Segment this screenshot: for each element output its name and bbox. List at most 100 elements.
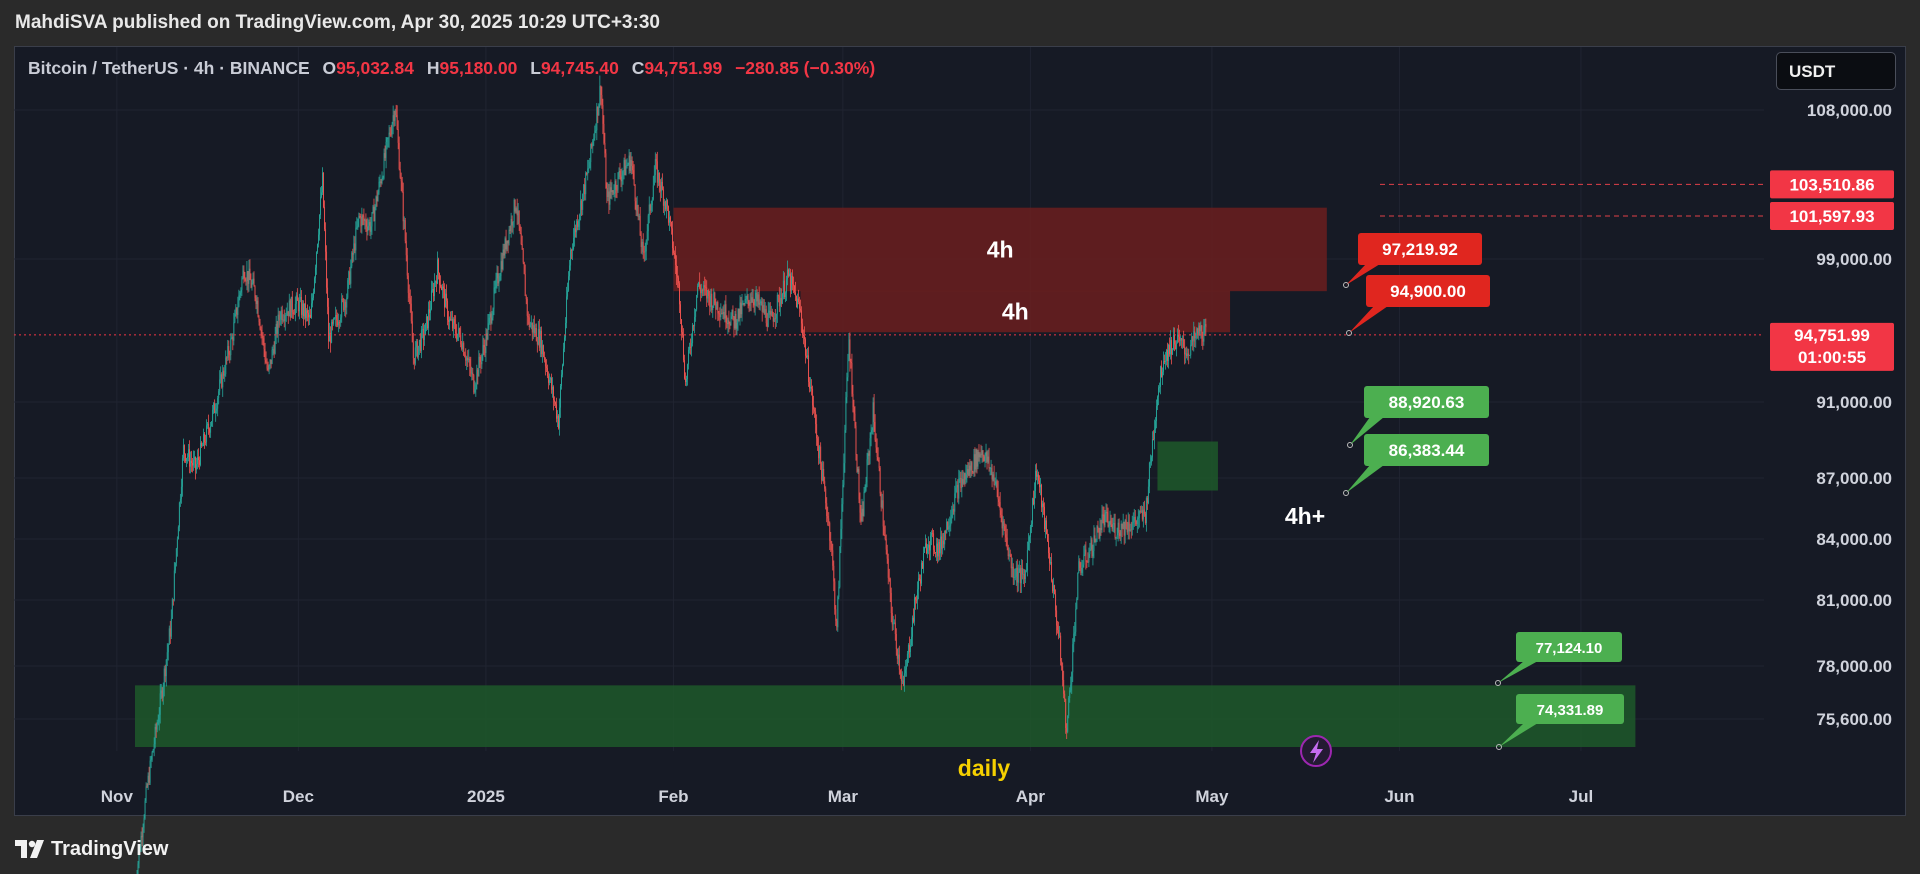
candle-body: [856, 454, 858, 472]
candle-body: [1099, 528, 1101, 539]
candle-body: [613, 193, 615, 195]
candle-body: [923, 552, 924, 569]
candle-body: [205, 442, 207, 444]
candle-body: [853, 406, 855, 414]
candle-body: [727, 320, 729, 325]
candle-body: [953, 508, 955, 512]
candle-body: [828, 518, 830, 523]
candle-body: [790, 276, 792, 291]
candle-body: [832, 550, 834, 566]
candle-body: [885, 538, 887, 550]
candle-body: [748, 300, 750, 306]
candle-body: [1006, 537, 1008, 548]
candle-body: [1068, 698, 1070, 716]
candle-body: [370, 226, 372, 232]
candle-body: [290, 296, 292, 318]
candle-body: [341, 298, 343, 318]
x-tick-label: Dec: [283, 787, 314, 806]
candle-body: [1178, 334, 1180, 337]
candle-body: [701, 289, 703, 294]
axis-tag-value: 101,597.93: [1789, 207, 1874, 226]
zone-label: 4h+: [1285, 503, 1325, 529]
candle-body: [1000, 510, 1002, 515]
candle-body: [760, 301, 762, 304]
candle-body: [730, 316, 732, 326]
candle-body: [688, 349, 690, 365]
candle-body: [271, 349, 273, 364]
candle-body: [417, 345, 419, 358]
candle-body: [779, 298, 781, 307]
candle-body: [634, 184, 636, 202]
callout-value: 97,219.92: [1382, 240, 1458, 259]
candle-body: [597, 106, 599, 116]
candle-body: [171, 599, 173, 619]
candle-body: [517, 210, 519, 216]
candle-body: [668, 217, 670, 223]
candle-body: [849, 339, 851, 363]
candle-body: [842, 484, 844, 505]
candle-body: [432, 288, 433, 291]
candle-body: [805, 339, 806, 356]
open-value: 95,032.84: [336, 58, 414, 78]
candle-body: [305, 310, 307, 318]
candle-body: [660, 181, 662, 192]
candle-body: [718, 313, 720, 315]
candle-body: [528, 317, 530, 328]
candle-body: [1053, 585, 1055, 592]
candle-body: [990, 467, 992, 469]
candle-body: [716, 302, 718, 310]
candle-body: [1197, 328, 1199, 336]
candle-body: [218, 391, 220, 399]
candle-body: [1132, 521, 1134, 524]
candle-body: [372, 206, 374, 213]
candle-body: [1077, 572, 1079, 599]
candle-body: [693, 325, 695, 327]
candle-body: [1111, 524, 1113, 529]
candle-body: [1036, 470, 1037, 477]
candle-body: [977, 451, 979, 467]
candle-body: [1120, 523, 1122, 536]
candle-body: [265, 359, 267, 363]
candle-body: [1039, 480, 1040, 488]
candle-body: [1105, 512, 1107, 514]
candle-body: [769, 310, 771, 315]
candle-body: [557, 415, 558, 419]
candle-body: [176, 539, 178, 549]
candle-body: [575, 228, 577, 233]
candle-body: [741, 303, 743, 315]
candle-body: [156, 724, 158, 730]
candle-body: [473, 375, 475, 393]
candle-body: [1050, 562, 1052, 564]
candle-body: [279, 319, 281, 321]
candle-body: [196, 464, 197, 470]
candle-body: [486, 333, 488, 340]
candle-body: [1106, 512, 1108, 513]
candle-body: [543, 356, 545, 360]
candle-body: [191, 460, 192, 463]
candle-body: [607, 191, 609, 197]
candle-body: [421, 328, 423, 330]
candle-body: [947, 521, 949, 530]
candle-body: [755, 292, 757, 299]
candle-body: [298, 299, 300, 312]
candle-body: [808, 355, 810, 382]
candle-body: [615, 181, 617, 190]
candle-body: [875, 439, 877, 448]
candle-body: [818, 445, 820, 459]
candle-body: [446, 293, 448, 301]
candle-body: [484, 347, 486, 353]
candle-body: [519, 226, 521, 234]
candle-body: [211, 421, 213, 427]
candle-body: [266, 362, 268, 369]
candle-body: [945, 531, 947, 534]
candle-body: [241, 278, 243, 290]
candle-body: [515, 208, 517, 212]
candle-body: [402, 191, 404, 222]
candle-body: [376, 196, 378, 202]
currency-button[interactable]: USDT: [1776, 52, 1896, 90]
candle-body: [208, 423, 210, 430]
candle-body: [1182, 339, 1184, 341]
candle-body: [1129, 529, 1131, 531]
candle-body: [959, 478, 961, 479]
